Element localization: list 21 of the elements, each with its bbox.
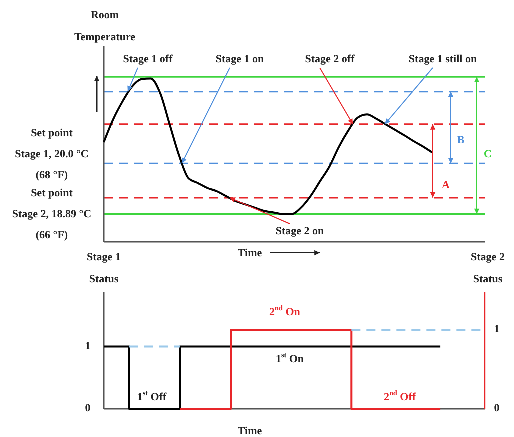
text: Stage 1 on (216, 54, 264, 66)
text: Stage 1 still on (408, 54, 478, 66)
annotation: 2$^{nd}$ Off (384, 390, 416, 404)
y2-axis-title: Stage 2 Status (471, 252, 506, 286)
annotation: C (484, 148, 492, 161)
annotation: Stage 2 on (276, 226, 324, 238)
x-axis-title: Time (238, 426, 262, 437)
text: Stage 1 off (123, 54, 174, 66)
annotation: B (457, 134, 466, 147)
annotation: A (442, 180, 450, 192)
text: Set point Stage 1, 20.0 °C (68 °F) (15, 128, 89, 182)
annotation: 1$^{st}$ Off (137, 390, 167, 404)
text: Stage 2 off (305, 54, 356, 66)
y-axis-title: Room Temperature (74, 10, 136, 44)
annotation: 1$^{st}$ On (276, 352, 304, 366)
y-axis-title: Stage 1 Status (87, 252, 121, 286)
annotation: 2$^{nd}$ On (270, 304, 300, 319)
y2-tick-label: 1 (494, 323, 500, 336)
y2-tick-label: 0 (494, 402, 500, 415)
x-axis-title: Time (238, 248, 262, 260)
text: Set point Stage 2, 18.89 °C (66 °F) (12, 188, 92, 242)
